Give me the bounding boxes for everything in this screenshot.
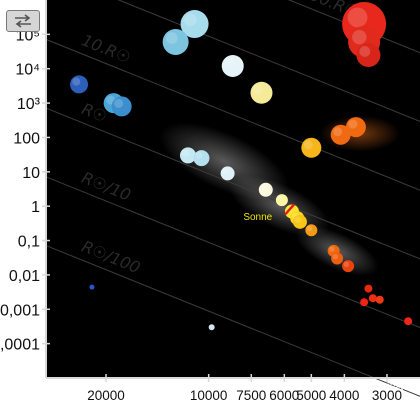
star-point [364, 284, 373, 293]
sun-label: Sonne [243, 212, 272, 223]
star-highlight [294, 216, 301, 223]
star-point [330, 124, 351, 145]
y-tick-label: 1 [31, 199, 40, 216]
star-highlight [222, 168, 229, 175]
star-point [220, 166, 235, 181]
star-highlight [114, 98, 124, 108]
x-tick-label: 6000 [269, 388, 299, 403]
star-highlight [224, 57, 235, 68]
star-point [180, 10, 209, 39]
star-point [301, 137, 322, 158]
star-point [179, 147, 196, 164]
star-highlight [260, 184, 267, 191]
radius-line [45, 38, 420, 191]
star-highlight [184, 13, 197, 27]
star-point [208, 324, 215, 331]
star-point [89, 284, 95, 290]
star-point [292, 214, 307, 229]
star-point [258, 182, 273, 197]
y-tick-label: 10³ [17, 96, 41, 113]
star-point [70, 75, 89, 94]
y-tick-label: 0,01 [9, 268, 40, 285]
y-tick-label: 10 [22, 165, 40, 182]
star-point [360, 298, 369, 307]
star-point [111, 96, 132, 117]
star-highlight [343, 261, 350, 268]
star-highlight [72, 77, 81, 86]
sun-marker [284, 203, 296, 216]
star-highlight [277, 195, 283, 202]
star-point [221, 55, 244, 78]
radius-line [45, 176, 420, 329]
star-highlight [347, 7, 368, 28]
star-highlight [303, 140, 313, 150]
star-highlight [332, 254, 339, 260]
y-tick-label: 100 [13, 130, 40, 147]
star-point [356, 43, 381, 68]
swap-arrows-icon [15, 14, 31, 28]
radius-line [45, 107, 420, 260]
star-point [275, 194, 288, 207]
sun-marker-group: Sonne [243, 203, 296, 223]
star-highlight [359, 46, 371, 57]
y-tick-label: 0,0001 [0, 337, 40, 354]
y-tick-label: 0,1 [18, 234, 40, 251]
star-point [375, 295, 384, 304]
star-point [193, 150, 210, 167]
x-tick-label: 10000 [190, 388, 228, 403]
x-tick-label: 7500 [236, 388, 266, 403]
star-point [331, 252, 344, 265]
star-points [70, 2, 413, 331]
radius-line [45, 245, 420, 397]
star-point [404, 317, 413, 326]
y-tick-label: 10⁴ [15, 62, 40, 79]
x-tick-label: 3000 [372, 388, 402, 403]
star-highlight [253, 84, 264, 95]
star-highlight [348, 119, 358, 129]
star-point [305, 224, 318, 237]
x-tick-label: 20000 [87, 388, 125, 403]
star-highlight [329, 246, 335, 252]
star-highlight [306, 225, 313, 232]
star-point [162, 28, 189, 55]
swap-axes-button[interactable] [6, 10, 40, 32]
star-point [345, 117, 366, 138]
star-point [368, 294, 377, 303]
star-highlight [333, 127, 343, 137]
star-highlight [165, 32, 178, 44]
star-highlight [352, 29, 367, 45]
star-point [250, 81, 273, 104]
star-highlight [195, 152, 203, 160]
x-unit-label: (Kelvin) [384, 382, 415, 392]
radius-line [117, 0, 420, 122]
y-tick-label: 0,001 [0, 302, 40, 319]
star-point [342, 260, 355, 273]
x-tick-label: 4000 [329, 388, 359, 403]
x-tick-label: 5000 [296, 388, 326, 403]
star-highlight [181, 149, 190, 157]
